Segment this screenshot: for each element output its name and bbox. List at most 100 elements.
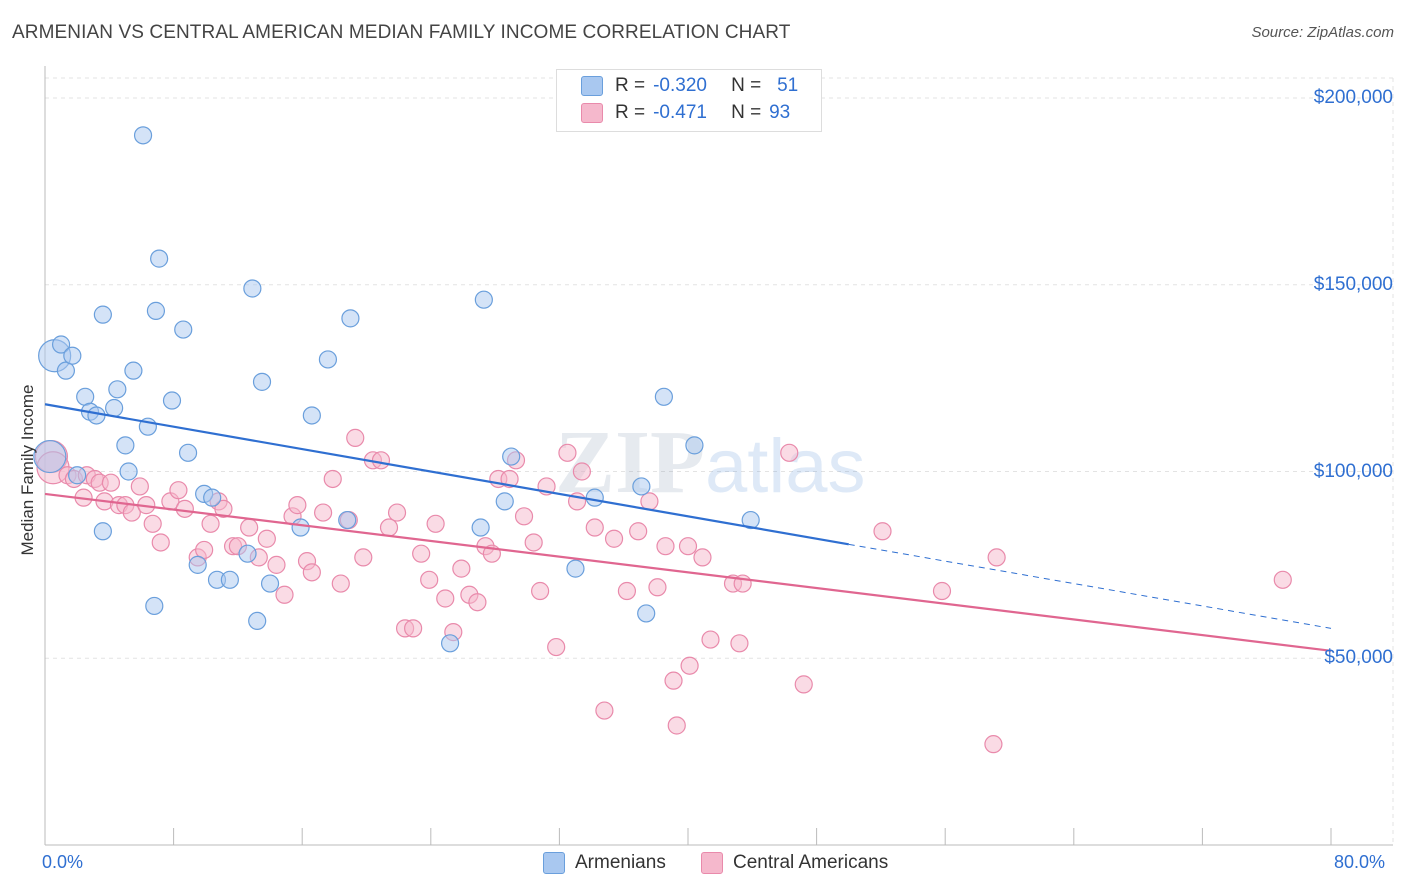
armenian-point <box>741 510 760 530</box>
central-american-point <box>169 481 188 500</box>
central-american-point <box>656 537 675 556</box>
central-american-point <box>313 503 333 522</box>
y-tick-label: $100,000 <box>1313 460 1393 482</box>
source-label: Source: ZipAtlas.com <box>1251 24 1394 41</box>
central-american-point <box>175 499 194 518</box>
armenian-point <box>260 574 280 593</box>
central-american-point <box>468 593 487 612</box>
central-american-point <box>500 469 519 489</box>
armenian-point <box>341 309 360 328</box>
armenians-trend-line <box>44 403 849 546</box>
armenian-point <box>188 555 207 574</box>
armenian-point <box>338 510 357 530</box>
central-american-point <box>323 469 342 489</box>
legend-swatch-blue <box>581 76 603 96</box>
legend-label-central-americans: Central Americans <box>733 852 889 873</box>
central-american-point <box>288 496 307 515</box>
armenian-point <box>93 522 112 541</box>
central-american-point <box>267 555 286 574</box>
central-american-point <box>420 570 439 589</box>
central-american-point <box>1273 570 1292 589</box>
armenian-point <box>105 398 124 418</box>
armenian-point <box>238 544 257 563</box>
central-american-point <box>524 533 543 552</box>
legend-n-label: N = <box>731 75 762 96</box>
armenian-point <box>220 570 239 589</box>
armenian-point <box>145 596 164 616</box>
armenian-point <box>116 436 135 455</box>
central-american-point <box>452 559 471 578</box>
central-american-point <box>214 499 233 518</box>
central-american-point <box>101 473 121 492</box>
legend-swatch-blue <box>543 852 565 874</box>
central-american-point <box>257 529 276 548</box>
y-tick-label: $150,000 <box>1313 273 1393 295</box>
central-american-point <box>240 518 259 537</box>
armenian-point <box>203 488 222 507</box>
central-americans-trend-line <box>44 492 1332 652</box>
armenians-points <box>33 126 760 653</box>
central-american-point <box>585 518 604 537</box>
armenian-point <box>63 346 82 365</box>
armenian-point <box>178 443 198 462</box>
central-american-point <box>302 563 321 582</box>
central-american-point <box>130 477 149 496</box>
armenian-point <box>248 611 267 631</box>
legend-item-central-americans[interactable]: Central Americans <box>701 852 888 874</box>
legend-row-central-americans: R = -0.471 N = 93 <box>581 100 790 126</box>
legend-r-value: -0.320 <box>653 75 707 96</box>
legend-row-armenians: R = -0.320 N = 51 <box>581 73 798 99</box>
armenian-point <box>243 279 262 298</box>
trend-lines <box>44 403 1332 652</box>
y-tick-label: $200,000 <box>1313 87 1393 108</box>
central-american-point <box>143 514 162 533</box>
armenian-point <box>56 361 75 380</box>
armenian-point <box>150 249 169 268</box>
armenian-point <box>637 604 656 623</box>
watermark: ZIP atlas <box>555 413 866 512</box>
central-american-point <box>558 443 577 462</box>
central-american-point <box>664 671 683 690</box>
armenian-point <box>162 391 182 410</box>
central-american-point <box>932 581 952 601</box>
armenian-point <box>474 290 493 309</box>
central-american-point <box>873 522 892 541</box>
central-american-point <box>547 637 566 657</box>
central-american-point <box>404 619 423 638</box>
central-american-point <box>379 518 399 537</box>
central-american-point <box>514 507 534 526</box>
armenian-point <box>318 350 338 369</box>
central-american-point <box>531 581 550 601</box>
legend-r-value: -0.471 <box>653 102 707 123</box>
armenian-point <box>566 559 585 578</box>
central-american-point <box>201 514 220 533</box>
armenian-point <box>291 518 310 537</box>
armenian-point <box>502 447 521 466</box>
armenian-point <box>119 462 138 481</box>
central-american-point <box>371 451 391 470</box>
armenian-point <box>124 361 143 380</box>
central-american-point <box>617 581 637 601</box>
legend-n-value: 93 <box>769 102 791 123</box>
central-american-point <box>629 522 648 541</box>
y-tick-label: $50,000 <box>1324 647 1393 669</box>
armenian-point <box>174 320 193 339</box>
legend-r-label: R = <box>615 102 646 123</box>
central-american-point <box>436 589 455 608</box>
armenian-point <box>440 634 460 653</box>
armenian-point <box>68 466 87 485</box>
armenian-point <box>87 406 106 425</box>
series-legend: Armenians Central Americans <box>0 850 1406 878</box>
armenian-point <box>51 335 71 354</box>
watermark-atlas: atlas <box>705 424 866 509</box>
armenian-point <box>685 436 704 455</box>
central-american-point <box>667 716 686 735</box>
armenian-point <box>471 518 490 537</box>
legend-item-armenians[interactable]: Armenians <box>543 852 666 874</box>
central-american-point <box>780 443 799 462</box>
y-axis-label: Median Family Income <box>18 384 37 556</box>
armenian-point <box>495 492 514 511</box>
central-american-point <box>354 548 373 567</box>
armenian-point <box>93 305 112 324</box>
